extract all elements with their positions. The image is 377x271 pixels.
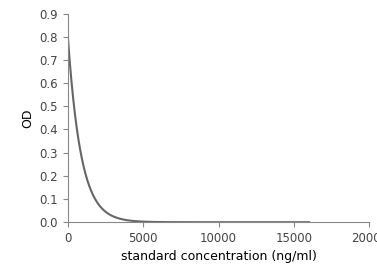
X-axis label: standard concentration (ng/ml): standard concentration (ng/ml)	[121, 250, 317, 263]
Y-axis label: OD: OD	[21, 108, 34, 128]
